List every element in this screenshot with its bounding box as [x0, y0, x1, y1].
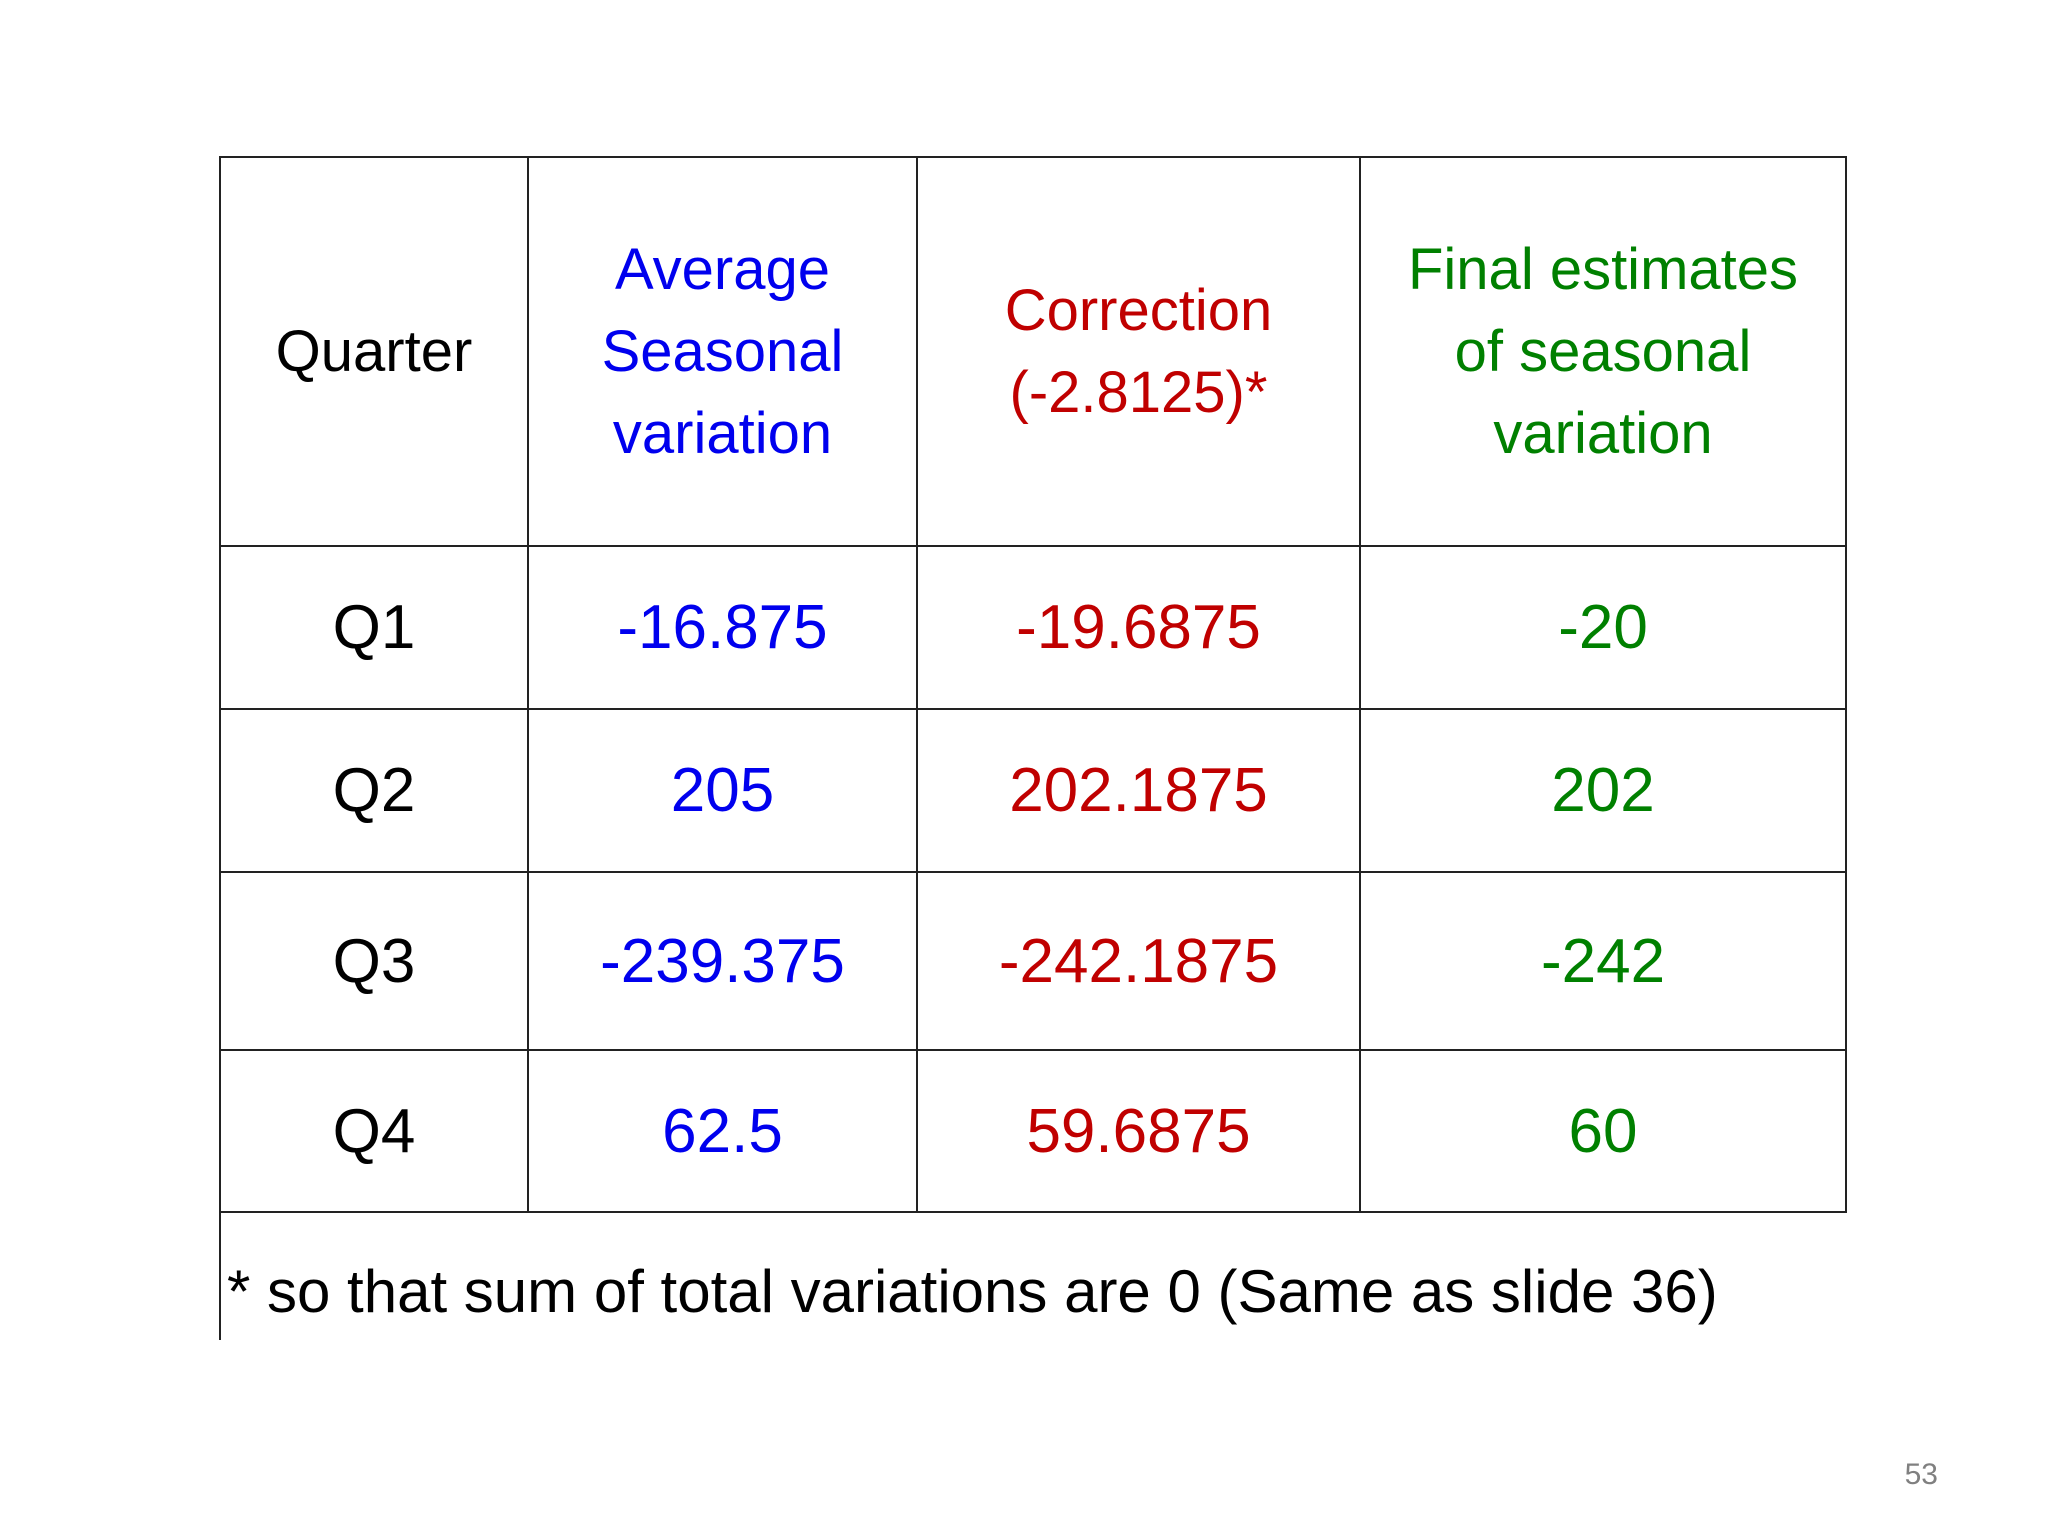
page-number: 53 [1904, 1458, 1938, 1491]
table-header-row: Quarter Average Seasonal variation Corre… [219, 156, 1847, 547]
table-row: Q3 -239.375 -242.1875 -242 [219, 871, 1847, 1051]
cell-average: -16.875 [527, 545, 918, 710]
footnote: * so that sum of total variations are 0 … [227, 1258, 1718, 1325]
cell-correction: -19.6875 [916, 545, 1361, 710]
cell-quarter: Q2 [219, 708, 529, 873]
header-final-line-2: of seasonal [1454, 318, 1752, 384]
seasonal-variation-table: Quarter Average Seasonal variation Corre… [219, 156, 1847, 1213]
cell-quarter: Q1 [219, 545, 529, 710]
footnote-area: * so that sum of total variations are 0 … [219, 1212, 1718, 1340]
header-correction: Correction (-2.8125)* [916, 156, 1361, 547]
header-final-line-3: variation [1493, 400, 1713, 466]
cell-average: -239.375 [527, 871, 918, 1051]
cell-correction: 202.1875 [916, 708, 1361, 873]
header-correction-line-1: Correction [1004, 277, 1273, 343]
cell-correction: 59.6875 [916, 1049, 1361, 1213]
cell-correction: -242.1875 [916, 871, 1361, 1051]
cell-final: 202 [1359, 708, 1847, 873]
cell-average: 62.5 [527, 1049, 918, 1213]
cell-quarter: Q3 [219, 871, 529, 1051]
table-row: Q4 62.5 59.6875 60 [219, 1049, 1847, 1213]
cell-final: -20 [1359, 545, 1847, 710]
cell-quarter: Q4 [219, 1049, 529, 1213]
header-average-line-2: Seasonal [601, 318, 844, 384]
header-final-line-1: Final estimates [1407, 236, 1799, 302]
table-row: Q2 205 202.1875 202 [219, 708, 1847, 873]
header-correction-line-2: (-2.8125)* [1009, 359, 1268, 425]
header-quarter-label: Quarter [275, 318, 473, 384]
header-final-estimates: Final estimates of seasonal variation [1359, 156, 1847, 547]
header-average-line-3: variation [612, 400, 833, 466]
cell-final: 60 [1359, 1049, 1847, 1213]
table-row: Q1 -16.875 -19.6875 -20 [219, 545, 1847, 710]
header-quarter: Quarter [219, 156, 529, 547]
header-average-seasonal-variation: Average Seasonal variation [527, 156, 918, 547]
header-average-line-1: Average [615, 236, 830, 302]
cell-final: -242 [1359, 871, 1847, 1051]
cell-average: 205 [527, 708, 918, 873]
